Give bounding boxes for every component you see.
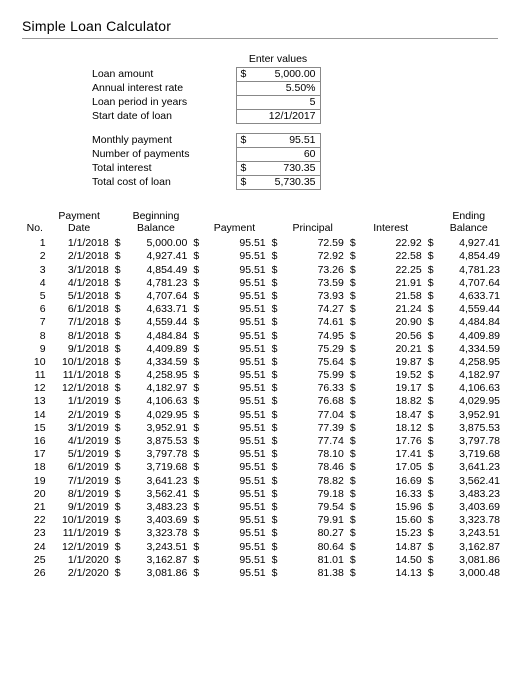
col-beginning: BeginningBalance xyxy=(123,210,190,237)
loan-period-value[interactable]: 5 xyxy=(236,95,320,109)
loan-period-label: Loan period in years xyxy=(88,95,236,109)
table-row: 2311/1/2019$3,323.78$95.51$80.27$15.23$3… xyxy=(22,527,502,540)
table-row: 175/1/2019$3,797.78$95.51$78.10$17.41$3,… xyxy=(22,448,502,461)
start-date-value[interactable]: 12/1/2017 xyxy=(236,109,320,123)
table-row: 251/1/2020$3,162.87$95.51$81.01$14.50$3,… xyxy=(22,553,502,566)
table-row: 142/1/2019$4,029.95$95.51$77.04$18.47$3,… xyxy=(22,408,502,421)
table-row: 44/1/2018$4,781.23$95.51$73.59$21.91$4,7… xyxy=(22,276,502,289)
total-interest-value: $730.35 xyxy=(236,161,320,175)
table-row: 164/1/2019$3,875.53$95.51$77.74$17.76$3,… xyxy=(22,434,502,447)
col-date: PaymentDate xyxy=(48,210,111,237)
col-payment: Payment xyxy=(201,210,267,237)
table-row: 186/1/2019$3,719.68$95.51$78.46$17.05$3,… xyxy=(22,461,502,474)
table-row: 262/1/2020$3,081.86$95.51$81.38$14.13$3,… xyxy=(22,566,502,579)
table-row: 22/1/2018$4,927.41$95.51$72.92$22.58$4,8… xyxy=(22,250,502,263)
start-date-label: Start date of loan xyxy=(88,109,236,123)
table-row: 88/1/2018$4,484.84$95.51$74.95$20.56$4,4… xyxy=(22,329,502,342)
table-row: 131/1/2019$4,106.63$95.51$76.68$18.82$4,… xyxy=(22,395,502,408)
col-principal: Principal xyxy=(279,210,345,237)
monthly-payment-value: $95.51 xyxy=(236,133,320,147)
table-row: 33/1/2018$4,854.49$95.51$73.26$22.25$4,7… xyxy=(22,263,502,276)
loan-amount-value[interactable]: $5,000.00 xyxy=(236,67,320,81)
table-row: 2412/1/2019$3,243.51$95.51$80.64$14.87$3… xyxy=(22,540,502,553)
table-row: 153/1/2019$3,952.91$95.51$77.39$18.12$3,… xyxy=(22,421,502,434)
monthly-payment-label: Monthly payment xyxy=(88,133,236,147)
table-row: 1010/1/2018$4,334.59$95.51$75.64$19.87$4… xyxy=(22,355,502,368)
table-row: 55/1/2018$4,707.64$95.51$73.93$21.58$4,6… xyxy=(22,289,502,302)
annual-rate-value[interactable]: 5.50% xyxy=(236,81,320,95)
table-row: 1212/1/2018$4,182.97$95.51$76.33$19.17$4… xyxy=(22,382,502,395)
total-cost-value: $5,730.35 xyxy=(236,175,320,189)
table-row: 77/1/2018$4,559.44$95.51$74.61$20.90$4,4… xyxy=(22,316,502,329)
title-divider xyxy=(22,38,498,39)
num-payments-label: Number of payments xyxy=(88,147,236,161)
col-ending: EndingBalance xyxy=(436,210,502,237)
table-row: 99/1/2018$4,409.89$95.51$75.29$20.21$4,3… xyxy=(22,342,502,355)
table-row: 219/1/2019$3,483.23$95.51$79.54$15.96$3,… xyxy=(22,500,502,513)
loan-inputs-section: Enter values Loan amount $5,000.00 Annua… xyxy=(88,53,498,190)
table-row: 66/1/2018$4,633.71$95.51$74.27$21.24$4,5… xyxy=(22,303,502,316)
annual-rate-label: Annual interest rate xyxy=(88,81,236,95)
table-row: 1111/1/2018$4,258.95$95.51$75.99$19.52$4… xyxy=(22,369,502,382)
inputs-header: Enter values xyxy=(236,53,320,67)
table-row: 197/1/2019$3,641.23$95.51$78.82$16.69$3,… xyxy=(22,474,502,487)
amortization-table: No. PaymentDate BeginningBalance Payment… xyxy=(22,210,502,580)
table-row: 2210/1/2019$3,403.69$95.51$79.91$15.60$3… xyxy=(22,514,502,527)
total-interest-label: Total interest xyxy=(88,161,236,175)
col-no: No. xyxy=(22,210,48,237)
table-row: 208/1/2019$3,562.41$95.51$79.18$16.33$3,… xyxy=(22,487,502,500)
num-payments-value: 60 xyxy=(236,147,320,161)
loan-amount-label: Loan amount xyxy=(88,67,236,81)
table-row: 11/1/2018$5,000.00$95.51$72.59$22.92$4,9… xyxy=(22,237,502,250)
page-title: Simple Loan Calculator xyxy=(22,18,498,34)
total-cost-label: Total cost of loan xyxy=(88,175,236,189)
col-interest: Interest xyxy=(358,210,424,237)
